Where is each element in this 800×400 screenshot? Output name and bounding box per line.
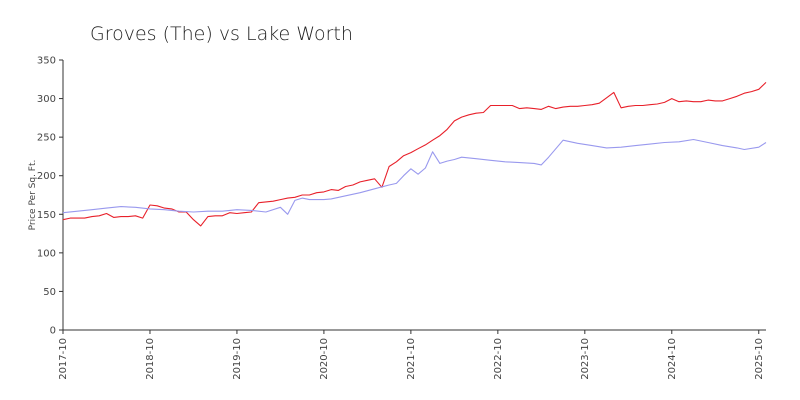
- y-tick-label: 350: [37, 56, 56, 67]
- x-tick-label: 2018-10: [145, 338, 156, 380]
- series-line-1: [62, 82, 767, 227]
- y-tick-label: 250: [37, 133, 56, 144]
- x-tick-label: 2017-10: [58, 338, 69, 380]
- x-tick-label: 2022-10: [493, 338, 504, 380]
- y-tick-label: 0: [50, 326, 56, 337]
- plot-area: 0 50 100 150 200 250 300 350 2017-10 2018-10 2019-…: [37, 56, 767, 380]
- y-axis-label: Price Per Sq. Ft.: [28, 160, 38, 231]
- y-tick-label: 50: [43, 287, 56, 298]
- x-tick-label: 2024-10: [667, 338, 678, 380]
- x-tick-label: 2020-10: [319, 338, 330, 380]
- x-tick-label: 2025-10: [754, 338, 765, 380]
- x-tick-label: 2019-10: [232, 338, 243, 380]
- series-line-2: [62, 138, 767, 215]
- chart-title: Groves (The) vs Lake Worth: [90, 23, 353, 45]
- y-tick-label: 100: [37, 248, 56, 259]
- y-tick-label: 200: [37, 171, 56, 182]
- y-tick-label: 300: [37, 94, 56, 105]
- x-tick-label: 2023-10: [580, 338, 591, 380]
- y-tick-label: 150: [37, 210, 56, 221]
- x-tick-label: 2021-10: [406, 338, 417, 380]
